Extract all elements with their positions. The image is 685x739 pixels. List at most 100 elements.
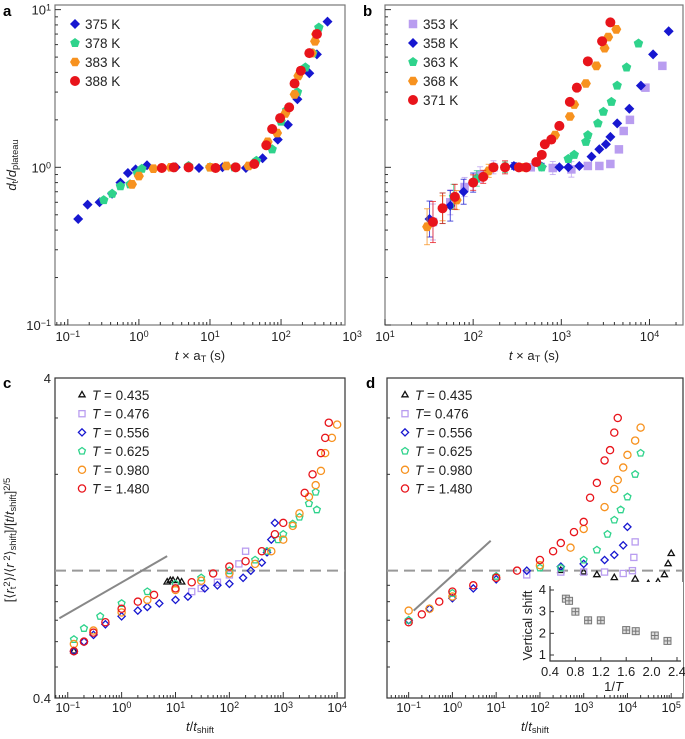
x-axis-label: t/tshift <box>521 719 549 735</box>
data-point <box>613 413 622 423</box>
tick-base: 10 <box>274 700 288 715</box>
legend-variable: T <box>415 444 425 459</box>
tick-base: 10 <box>486 700 500 715</box>
legend-item: T = 1.480 <box>77 482 149 497</box>
x-axis-label-part: t <box>175 348 180 363</box>
x-axis-label-part: (s) <box>206 348 225 363</box>
legend-value: 0.476 <box>435 407 469 422</box>
x-axis-label-part: × a <box>179 348 202 363</box>
data-point <box>267 546 276 556</box>
legend-marker <box>70 38 80 47</box>
series-1-480 <box>69 418 334 656</box>
legend-separator: = <box>423 407 435 422</box>
legend-label: T = 0.556 <box>92 425 149 440</box>
data-point <box>605 131 616 142</box>
series-353-K <box>428 61 667 241</box>
data-point <box>270 518 280 528</box>
tick-base: 10 <box>327 700 341 715</box>
legend-item: 368 K <box>408 74 458 89</box>
data-point <box>535 560 545 570</box>
legend-item: T= 0.476 <box>401 407 469 422</box>
x-tick-label: 102 <box>220 700 239 715</box>
data-point <box>257 546 267 556</box>
legend-separator: = <box>423 444 438 459</box>
data-point <box>586 151 597 162</box>
data-point <box>618 463 628 472</box>
inset-data-point <box>622 626 631 635</box>
tick-base: 10 <box>443 700 457 715</box>
legend-marker <box>401 409 409 418</box>
data-point <box>564 112 575 121</box>
data-point <box>564 96 575 107</box>
legend-marker <box>78 409 86 418</box>
legend-marker <box>400 484 410 493</box>
data-point <box>197 584 205 593</box>
data-point <box>434 597 444 606</box>
data-point <box>117 598 126 607</box>
x-tick-label: 102 <box>530 700 549 715</box>
legend-item: T = 0.435 <box>400 388 473 403</box>
legend-value: 0.435 <box>439 388 473 403</box>
legend-value: 353 K <box>423 17 458 32</box>
legend-item: T = 0.980 <box>77 463 150 478</box>
data-point <box>188 587 196 596</box>
data-point <box>194 163 204 173</box>
legend-value: 375 K <box>85 17 120 32</box>
y-axis-label-part: ] <box>2 491 17 495</box>
data-point <box>324 418 334 427</box>
legend-item: 378 K <box>70 36 120 51</box>
data-point <box>238 573 248 583</box>
data-point <box>600 139 611 150</box>
data-point <box>635 80 646 91</box>
tick-base: 10 <box>640 329 654 344</box>
data-point <box>230 162 241 173</box>
data-point <box>641 83 650 92</box>
series-371-K <box>427 17 616 244</box>
x-tick-label: 104 <box>327 700 346 715</box>
data-point <box>311 487 320 496</box>
legend-item: T = 0.476 <box>78 407 149 422</box>
y-axis-label-part: d <box>4 169 19 177</box>
tick-exponent: 3 <box>566 329 571 339</box>
data-point <box>663 26 674 37</box>
x-tick-label: 103 <box>574 700 593 715</box>
legend-value: 383 K <box>85 55 120 70</box>
tick-exponent: 0 <box>457 700 462 710</box>
data-point <box>548 546 558 556</box>
legend-separator: = <box>100 463 115 478</box>
x-axis-label-part: × a <box>513 348 536 363</box>
tick-exponent: 0 <box>46 160 51 170</box>
legend-value: 0.980 <box>439 463 473 478</box>
series-0-435 <box>556 548 676 587</box>
legend-marker <box>400 390 410 398</box>
data-point <box>636 423 645 432</box>
inset-data-point <box>650 631 659 640</box>
legend-value: 388 K <box>85 74 120 89</box>
data-point <box>447 593 457 603</box>
legend-label: T = 0.435 <box>92 388 149 403</box>
data-point <box>554 162 565 173</box>
legend-value: 0.980 <box>116 463 150 478</box>
data-point <box>249 158 260 169</box>
data-point <box>100 619 110 629</box>
data-point <box>404 606 413 615</box>
data-point <box>187 577 196 587</box>
data-point <box>96 611 105 620</box>
data-point <box>616 505 625 514</box>
series-363-K <box>437 38 644 225</box>
data-point <box>592 478 602 488</box>
data-point <box>563 162 574 173</box>
data-point <box>571 82 582 93</box>
legend-marker <box>77 427 87 437</box>
data-point <box>427 216 438 227</box>
inset-chart: 0.4 0.8 1.2 1.6 2.0 2.4 1 2 3 4 1/T Vertical shift <box>520 582 685 694</box>
data-point <box>609 550 619 560</box>
data-point <box>606 96 617 106</box>
data-point <box>658 61 667 71</box>
data-point <box>241 547 250 555</box>
tick-base: 10 <box>55 700 69 715</box>
data-point <box>311 480 320 490</box>
y-axis-label-part: ⟩/⟨ <box>2 568 17 582</box>
data-point <box>137 163 147 173</box>
data-point <box>197 573 206 582</box>
